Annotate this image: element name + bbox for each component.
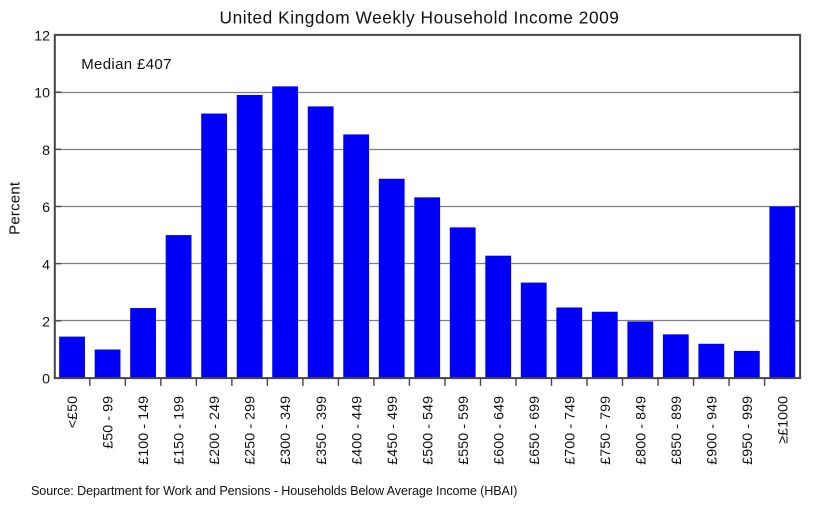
svg-text:£250 - 299: £250 - 299 — [243, 396, 259, 465]
svg-text:Percent: Percent — [6, 181, 23, 235]
svg-text:8: 8 — [42, 143, 50, 159]
svg-text:£200 - 249: £200 - 249 — [207, 396, 223, 465]
svg-text:4: 4 — [42, 257, 50, 273]
svg-text:£700 - 749: £700 - 749 — [562, 396, 578, 465]
svg-text:£750 - 799: £750 - 799 — [598, 396, 614, 465]
svg-text:£900 - 949: £900 - 949 — [704, 396, 720, 465]
svg-text:£400 - 449: £400 - 449 — [349, 396, 365, 465]
svg-text:Median £407: Median £407 — [81, 56, 172, 73]
svg-text:£600 - 649: £600 - 649 — [491, 396, 507, 465]
svg-text:£650 - 699: £650 - 699 — [527, 396, 543, 465]
svg-text:≥£1000: ≥£1000 — [775, 396, 791, 444]
svg-text:£350 - 399: £350 - 399 — [314, 396, 330, 465]
svg-text:£100 - 149: £100 - 149 — [136, 396, 152, 465]
svg-text:<£50: <£50 — [65, 396, 81, 428]
svg-text:£550 - 599: £550 - 599 — [456, 396, 472, 465]
svg-text:£500 - 549: £500 - 549 — [420, 396, 436, 465]
svg-text:0: 0 — [42, 372, 50, 388]
svg-text:£50 - 99: £50 - 99 — [101, 396, 117, 449]
svg-text:2: 2 — [42, 315, 50, 331]
svg-text:6: 6 — [42, 200, 50, 216]
svg-text:Source: Department for Work an: Source: Department for Work and Pensions… — [31, 484, 517, 498]
svg-text:£150 - 199: £150 - 199 — [172, 396, 188, 465]
svg-text:12: 12 — [34, 29, 50, 45]
svg-text:10: 10 — [34, 86, 50, 102]
svg-text:United Kingdom Weekly Househol: United Kingdom Weekly Household Income 2… — [220, 7, 620, 27]
svg-text:£800 - 849: £800 - 849 — [633, 396, 649, 465]
svg-text:£850 - 899: £850 - 899 — [669, 396, 685, 465]
svg-text:£450 - 499: £450 - 499 — [385, 396, 401, 465]
svg-text:£950 - 999: £950 - 999 — [740, 396, 756, 465]
svg-text:£300 - 349: £300 - 349 — [278, 396, 294, 465]
